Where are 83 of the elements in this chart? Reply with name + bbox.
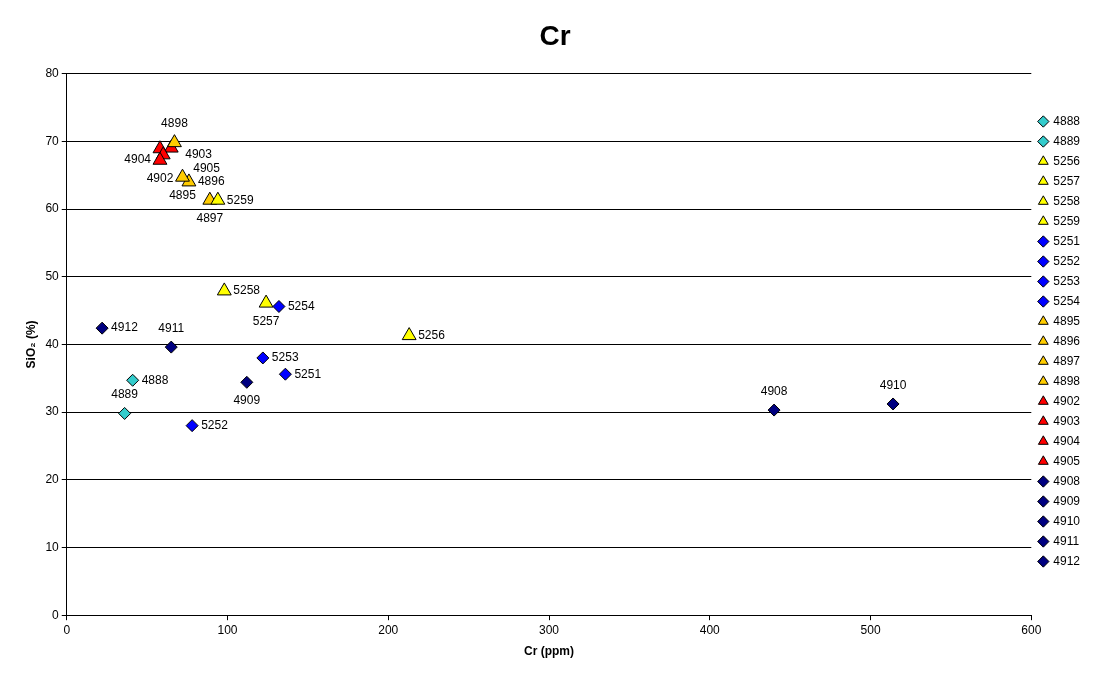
x-tick-label: 300 <box>539 622 560 637</box>
point <box>216 282 232 296</box>
annotation: 5252 <box>201 417 229 432</box>
legend-label: 5254 <box>1053 293 1081 308</box>
legend-label: 5259 <box>1053 213 1081 228</box>
point <box>175 168 190 182</box>
x-tick-label: 100 <box>217 622 238 637</box>
legend-label: 5252 <box>1053 253 1081 268</box>
legend-label: 4904 <box>1053 433 1081 448</box>
legend-label: 4895 <box>1053 313 1081 328</box>
annotation: 5253 <box>271 350 299 365</box>
x-tick-label: 600 <box>1021 622 1042 637</box>
x-axis-title: Cr (ppm) <box>524 644 575 659</box>
y-tick-label: 60 <box>45 201 60 216</box>
point <box>118 406 132 420</box>
point <box>886 397 900 411</box>
y-tick-label: 70 <box>45 133 60 148</box>
legend-label: 5257 <box>1053 173 1081 188</box>
legend-label: 4905 <box>1053 453 1081 468</box>
point <box>278 367 292 381</box>
chart-title: Cr <box>539 19 571 51</box>
annotation: 4908 <box>760 383 788 398</box>
annotation: 4897 <box>196 211 224 226</box>
legend-label: 5258 <box>1053 193 1081 208</box>
legend-label: 4889 <box>1053 133 1081 148</box>
annotation: 4912 <box>111 320 139 335</box>
legend-label: 5256 <box>1053 153 1081 168</box>
y-tick-label: 50 <box>45 269 60 284</box>
x-tick-label: 200 <box>378 622 399 637</box>
annotation: 5251 <box>294 366 322 381</box>
legend-label: 4911 <box>1053 533 1080 548</box>
point <box>152 151 168 165</box>
x-tick-label: 0 <box>63 622 71 637</box>
y-tick-label: 30 <box>45 404 60 419</box>
annotation: 4895 <box>169 187 197 202</box>
legend-label: 4912 <box>1053 553 1081 568</box>
annotation: 4911 <box>158 320 185 335</box>
point <box>272 299 286 313</box>
legend-label: 4888 <box>1053 113 1081 128</box>
legend-label: 4908 <box>1053 473 1081 488</box>
annotation: 4910 <box>879 377 907 392</box>
point <box>256 351 270 365</box>
point <box>258 294 274 308</box>
annotation: 5254 <box>287 298 315 313</box>
y-tick-label: 20 <box>45 472 60 487</box>
y-tick-label: 0 <box>52 607 60 622</box>
legend-label: 4909 <box>1053 493 1081 508</box>
annotation: 4909 <box>233 393 261 408</box>
annotation: 4904 <box>124 151 152 166</box>
point <box>126 373 140 387</box>
legend-label: 4897 <box>1053 353 1081 368</box>
annotation: 5257 <box>252 313 280 328</box>
y-tick-label: 40 <box>45 336 60 351</box>
point <box>164 340 178 354</box>
x-tick-label: 400 <box>699 622 721 637</box>
legend-label: 4898 <box>1053 373 1081 388</box>
y-tick-label: 10 <box>45 539 60 554</box>
point <box>767 403 781 417</box>
x-tick-label: 500 <box>860 622 881 637</box>
point <box>210 191 226 205</box>
point <box>95 321 109 335</box>
legend-label: 4902 <box>1053 393 1081 408</box>
legend-label: 4910 <box>1053 513 1081 528</box>
annotation: 4902 <box>146 171 174 186</box>
annotation: 5256 <box>418 327 446 342</box>
point <box>240 375 254 389</box>
y-axis-title: SiO₂ (%) <box>23 320 38 369</box>
legend-label: 4903 <box>1053 413 1081 428</box>
annotation: 4888 <box>141 372 169 387</box>
legend-label: 5251 <box>1053 233 1081 248</box>
point <box>401 327 417 341</box>
annotation: 5259 <box>226 192 254 207</box>
annotation: 4898 <box>161 116 189 131</box>
point <box>167 134 182 148</box>
annotation: 4889 <box>111 387 139 402</box>
annotation: 4905 <box>193 160 221 175</box>
annotation: 4903 <box>185 147 213 162</box>
legend-label: 4896 <box>1053 333 1081 348</box>
annotation: 5258 <box>233 283 261 298</box>
point <box>185 419 199 433</box>
y-tick-label: 80 <box>45 65 60 80</box>
annotation: 4896 <box>197 174 225 189</box>
legend-label: 5253 <box>1053 273 1081 288</box>
